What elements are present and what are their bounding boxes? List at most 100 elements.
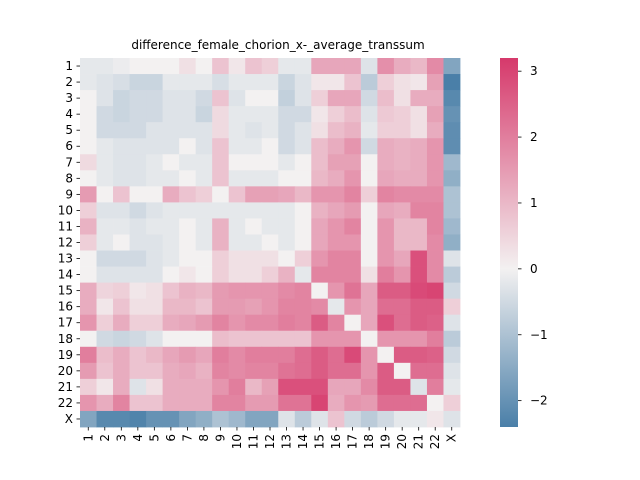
heatmap-cell	[179, 266, 197, 284]
heatmap-cell	[96, 154, 114, 171]
heatmap-cell	[377, 394, 395, 412]
heatmap-cell	[179, 282, 197, 300]
heatmap-cell	[311, 234, 329, 251]
row-tick-label: X	[65, 412, 73, 426]
heatmap-cell	[360, 218, 378, 235]
heatmap-cell	[146, 122, 164, 139]
heatmap-cell	[212, 378, 230, 396]
heatmap-cell	[278, 218, 296, 235]
heatmap-cell	[327, 74, 345, 91]
heatmap-cell	[360, 250, 378, 267]
heatmap-cell	[195, 410, 213, 428]
heatmap-cell	[129, 394, 147, 412]
col-tick-label: 19	[379, 434, 393, 449]
heatmap-cell	[410, 250, 428, 267]
heatmap-cell	[195, 346, 213, 364]
heatmap-cell	[261, 170, 279, 187]
heatmap-cell	[129, 266, 147, 284]
heatmap-cell	[393, 218, 411, 235]
heatmap-cell	[162, 106, 180, 123]
heatmap-cell	[327, 410, 345, 428]
heatmap-cell	[228, 250, 246, 267]
heatmap-cell	[278, 378, 296, 396]
heatmap-cell	[212, 74, 230, 91]
col-tick-label: 16	[329, 434, 343, 449]
heatmap-cell	[377, 138, 395, 155]
heatmap-cell	[443, 250, 461, 267]
heatmap-cell	[426, 154, 444, 171]
heatmap-cell	[113, 138, 130, 155]
heatmap-cell	[360, 234, 378, 251]
heatmap-cell	[294, 346, 312, 364]
heatmap-cell	[443, 170, 461, 187]
heatmap-cell	[443, 234, 461, 251]
colorbar: −2 −1 0 1 2 3	[500, 58, 548, 427]
heatmap-cell	[245, 250, 263, 267]
heatmap-cell	[80, 218, 97, 235]
col-tick-label: 9	[213, 434, 227, 442]
heatmap-cell	[377, 106, 395, 123]
heatmap-cell	[245, 298, 263, 316]
heatmap-cell	[393, 346, 411, 364]
heatmap-cell	[344, 106, 362, 123]
heatmap-cell	[410, 106, 428, 123]
heatmap-cell	[443, 394, 461, 412]
row-tick-label: 10	[58, 203, 73, 217]
heatmap-cell	[245, 170, 263, 187]
heatmap-cell	[294, 266, 312, 284]
heatmap-cell	[212, 122, 230, 139]
heatmap-cell	[327, 170, 345, 187]
heatmap-cell	[113, 394, 130, 412]
heatmap-cell	[195, 282, 213, 300]
heatmap-cell	[245, 266, 263, 284]
heatmap-cell	[410, 266, 428, 284]
heatmap-cell	[294, 362, 312, 380]
heatmap-cell	[228, 122, 246, 139]
heatmap-cell	[212, 298, 230, 316]
heatmap-cell	[294, 378, 312, 396]
heatmap-cell	[344, 410, 362, 428]
heatmap-cell	[393, 74, 411, 91]
heatmap-cell	[344, 218, 362, 235]
heatmap-cell	[443, 138, 461, 155]
heatmap-cell	[344, 346, 362, 364]
heatmap-cell	[80, 106, 97, 123]
heatmap-cell	[113, 330, 130, 348]
heatmap-cell	[278, 138, 296, 155]
heatmap-cell	[360, 346, 378, 364]
heatmap-cell	[80, 186, 97, 203]
heatmap-cell	[228, 314, 246, 332]
heatmap-cell	[344, 314, 362, 332]
heatmap-cell	[96, 202, 114, 219]
heatmap-cell	[294, 330, 312, 348]
heatmap-cell	[344, 266, 362, 284]
heatmap-cell	[228, 202, 246, 219]
row-tick-label: 17	[58, 316, 73, 330]
heatmap-cell	[228, 218, 246, 235]
heatmap-cell	[146, 346, 164, 364]
heatmap-cell	[212, 218, 230, 235]
heatmap-cell	[278, 330, 296, 348]
heatmap-cell	[311, 218, 329, 235]
heatmap-cell	[80, 330, 97, 348]
heatmap-cell	[195, 234, 213, 251]
heatmap-cell	[96, 138, 114, 155]
heatmap-cell	[410, 282, 428, 300]
heatmap-cell	[443, 362, 461, 380]
heatmap-cell	[179, 170, 197, 187]
heatmap-cell	[212, 186, 230, 203]
heatmap-cell	[377, 186, 395, 203]
heatmap-cell	[179, 314, 197, 332]
colorbar-tick-label: −2	[530, 394, 548, 408]
heatmap-cell	[393, 362, 411, 380]
col-tick-label: X	[445, 434, 459, 442]
heatmap-cell	[426, 282, 444, 300]
row-tick-label: 3	[65, 91, 73, 105]
heatmap-cell	[377, 362, 395, 380]
heatmap-cell	[344, 330, 362, 348]
heatmap-cell	[195, 186, 213, 203]
heatmap-cell	[410, 346, 428, 364]
heatmap-cell	[278, 250, 296, 267]
